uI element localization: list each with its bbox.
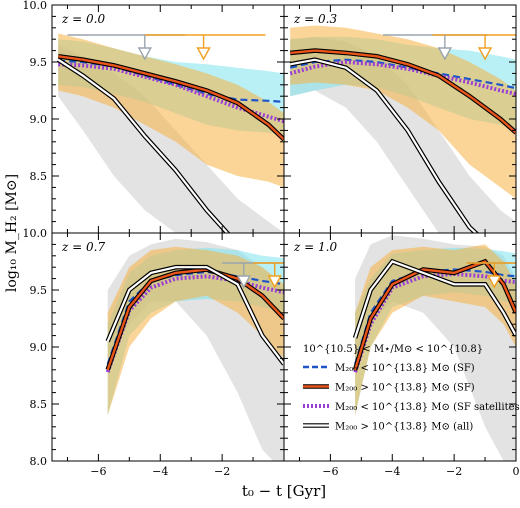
band-all: [290, 36, 516, 233]
line-massive-sf: [290, 49, 516, 134]
panel-plot-area: [56, 33, 284, 233]
line-sf-satellites: [289, 59, 516, 96]
panel-plot-area: [289, 25, 516, 233]
line-all: [289, 58, 478, 233]
arrow-orange-head: [196, 47, 211, 61]
arrow-grey-head: [437, 47, 453, 61]
arrow-orange-head: [267, 275, 282, 289]
x-tick-label: −2: [214, 465, 230, 478]
panel-plot-area: [105, 238, 284, 461]
line-all: [106, 266, 284, 365]
x-tick-label: −6: [90, 465, 106, 478]
band-massive-sf: [355, 244, 516, 416]
legend-label-massive_sf: M₂₀₀ > 10^{13.8} M⊙ (SF): [335, 383, 475, 394]
x-tick-label: −4: [152, 465, 168, 478]
y-axis-label: log₁₀ M_H₂ [M⊙]: [4, 174, 20, 292]
y-tick-label: 10.0: [23, 0, 48, 12]
legend-label-all: M₂₀₀ > 10^{13.8} M⊙ (all): [335, 422, 473, 433]
panel-label: z = 0.3: [293, 12, 337, 26]
legend-label-sf: M₂₀₀ < 10^{13.8} M⊙ (SF): [335, 363, 475, 374]
panel-label: z = 0.0: [61, 12, 105, 26]
arrow-grey-head: [137, 47, 152, 61]
panel-plot-area: [352, 235, 516, 461]
panel-3: z = 0.7 8.0 8.5 9.0 9.5 10.0 −6 −4 −2: [23, 227, 285, 478]
arrow-orange-head: [487, 275, 502, 289]
panel-1: z = 0.0 8.5 9.0 9.5 10.0: [23, 0, 285, 234]
y-tick-label: 8.5: [30, 170, 48, 183]
panel-label: z = 1.0: [293, 240, 337, 254]
legend: 10^{10.5} < M⋆/M⊙ < 10^{10.8} M₂₀₀ < 10^{…: [303, 344, 520, 433]
x-tick-label: −6: [322, 465, 338, 478]
y-tick-label: 10.0: [23, 227, 48, 240]
y-tick-label: 9.5: [30, 284, 48, 297]
x-axis-label: t₀ − t [Gyr]: [242, 482, 326, 500]
arrow-orange-head: [477, 47, 493, 61]
panel-4: z = 1.0 −6 −4 −2 0: [283, 232, 520, 478]
band-massive-sf: [58, 33, 284, 188]
line-all: [57, 58, 229, 233]
legend-title: 10^{10.5} < M⋆/M⊙ < 10^{10.8}: [303, 344, 483, 355]
y-tick-label: 8.0: [30, 455, 48, 468]
legend-label-satellites: M₂₀₀ < 10^{13.8} M⊙ (SF satellites): [335, 402, 520, 413]
x-tick-label: −2: [446, 465, 462, 478]
x-tick-label: 0: [513, 465, 520, 478]
line-massive-sf: [58, 55, 284, 141]
arrow-grey-head: [236, 275, 251, 289]
line-massive-sf: [353, 260, 516, 371]
y-tick-label: 9.0: [30, 341, 48, 354]
y-tick-label: 9.5: [30, 56, 48, 69]
line-massive-sf: [106, 268, 284, 371]
y-tick-label: 8.5: [30, 398, 48, 411]
y-tick-label: 9.0: [30, 113, 48, 126]
line-sf-satellites: [353, 271, 516, 373]
panel-label: z = 0.7: [61, 240, 105, 254]
x-tick-label: −4: [384, 465, 400, 478]
line-sf: [354, 268, 516, 365]
panel-2: z = 0.3: [283, 4, 517, 234]
line-all: [354, 260, 516, 339]
